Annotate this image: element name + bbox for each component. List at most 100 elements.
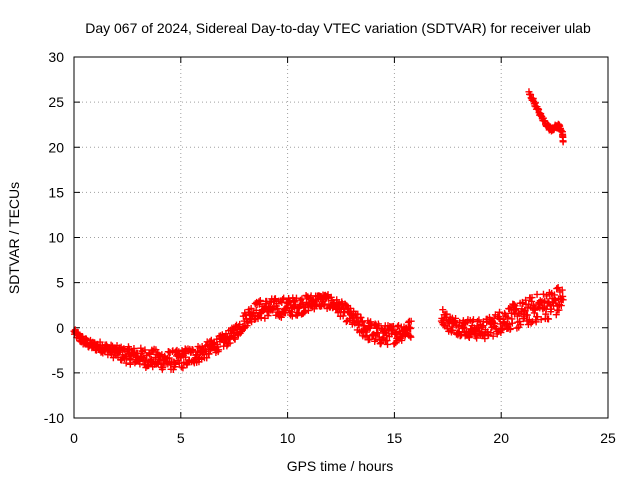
data-point-marker [523,311,531,319]
data-point-marker [552,311,560,319]
data-point-marker [252,306,260,314]
data-point-marker [517,321,525,329]
data-point-marker [407,317,415,325]
data-point-marker [279,295,287,303]
data-point-marker [392,328,400,336]
data-points [70,88,567,374]
data-point-marker [146,350,154,358]
x-tick-label: 5 [177,430,185,446]
data-point-marker [321,300,329,308]
data-point-marker [311,300,319,308]
data-point-marker [534,313,542,321]
data-point-marker [136,360,144,368]
data-point-marker [215,346,223,354]
data-point-marker [528,294,536,302]
data-point-marker [487,329,495,337]
data-point-marker [366,335,374,343]
data-point-marker [473,334,481,342]
data-point-marker [481,335,489,343]
data-point-marker [299,299,307,307]
plot-frame [73,56,609,419]
data-point-marker [370,330,378,338]
data-point-marker [327,293,335,301]
data-point-marker [475,316,483,324]
data-point-marker [264,312,272,320]
data-point-marker [439,306,447,314]
data-point-marker [226,339,234,347]
data-point-marker [448,323,456,331]
data-point-marker [449,326,457,334]
x-tick-label: 25 [600,430,616,446]
data-point-marker [358,318,366,326]
y-tick-label: 30 [48,49,64,65]
data-point-marker [407,324,415,332]
data-point-marker [559,296,567,304]
data-point-marker [143,356,151,364]
axis-ticks: 0 5 10 15 20 25 -10 -5 0 5 10 15 20 25 30 [44,49,616,446]
data-point-marker [205,350,213,358]
x-axis-label: GPS time / hours [287,458,394,474]
data-point-marker [537,316,545,324]
data-point-marker [510,301,518,309]
data-point-marker [342,318,350,326]
data-point-marker [544,315,552,323]
chart-title: Day 067 of 2024, Sidereal Day-to-day VTE… [85,20,591,36]
data-point-marker [505,320,513,328]
data-point-marker [488,323,496,331]
data-point-marker [107,341,115,349]
data-point-marker [527,319,535,327]
data-point-marker [292,294,300,302]
data-point-marker [203,354,211,362]
data-point-marker [339,312,347,320]
y-tick-label: -10 [44,410,64,426]
data-point-marker [501,309,509,317]
data-point-marker [298,295,306,303]
y-axis-label: SDTVAR / TECUs [6,182,22,294]
data-point-marker [288,312,296,320]
data-point-marker [274,305,282,313]
data-point-marker [557,302,565,310]
data-point-marker [175,359,183,367]
data-point-marker [172,360,180,368]
data-point-marker [452,314,460,322]
data-point-marker [256,296,264,304]
data-point-marker [247,304,255,312]
data-point-marker [384,340,392,348]
data-point-marker [374,329,382,337]
y-tick-label: 0 [56,320,64,336]
data-point-marker [554,284,562,292]
data-point-marker [499,325,507,333]
data-point-marker [123,354,131,362]
data-point-marker [558,286,566,294]
y-tick-label: 15 [48,184,64,200]
y-tick-label: -5 [52,365,65,381]
y-tick-label: 20 [48,139,64,155]
data-point-marker [277,313,285,321]
data-point-marker [496,308,504,316]
data-point-marker [310,297,318,305]
data-point-marker [508,319,516,327]
x-tick-label: 10 [280,430,296,446]
data-point-marker [178,363,186,371]
data-point-marker [553,285,561,293]
data-point-marker [357,314,365,322]
data-point-marker [407,333,415,341]
x-tick-label: 0 [70,430,78,446]
data-point-marker [304,307,312,315]
data-point-marker [372,335,380,343]
data-point-marker [489,332,497,340]
data-point-marker [541,297,549,305]
x-tick-label: 20 [493,430,509,446]
data-point-marker [141,346,149,354]
data-point-marker [507,325,515,333]
data-point-marker [504,314,512,322]
y-tick-label: 25 [48,94,64,110]
data-point-marker [182,353,190,361]
data-point-marker [231,335,239,343]
data-point-marker [159,363,167,371]
data-point-marker [179,364,187,372]
data-point-marker [189,347,197,355]
x-tick-label: 15 [387,430,403,446]
